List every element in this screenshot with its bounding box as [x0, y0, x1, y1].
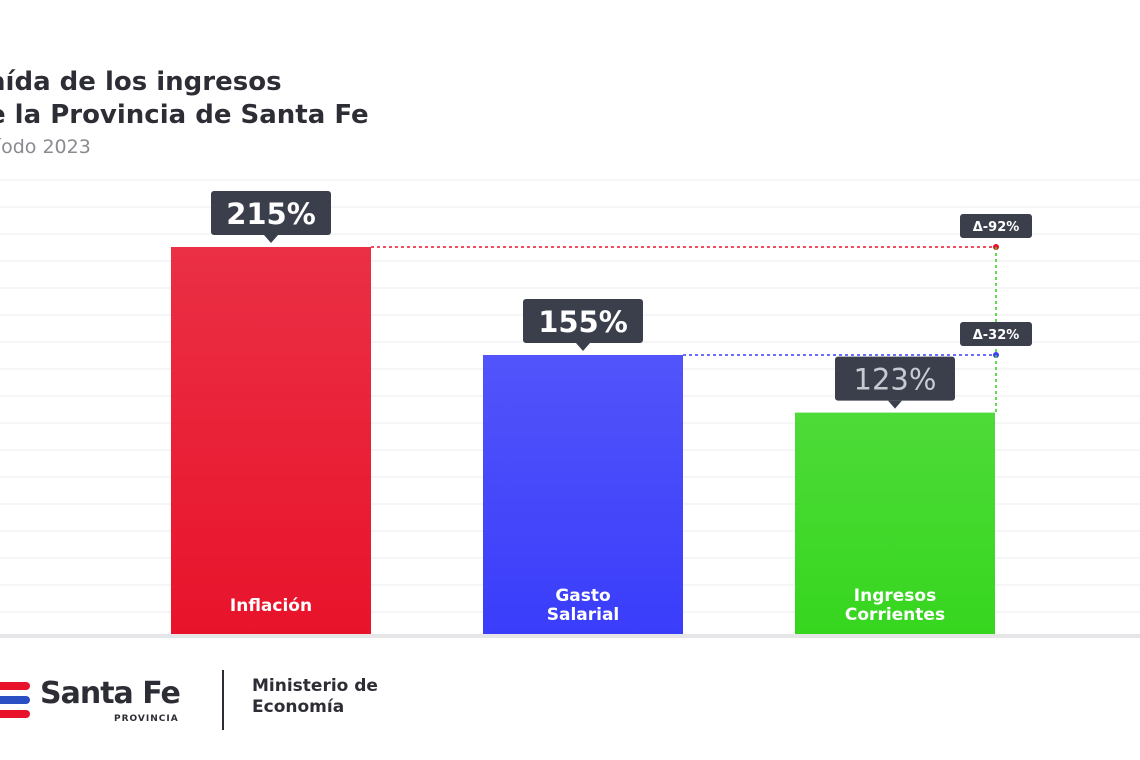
ministry-line-1: Ministerio de	[252, 676, 378, 696]
chart-header: aída de los ingresos e la Provincia de S…	[0, 66, 369, 158]
annotation-label-box	[960, 322, 1032, 346]
annotation-label-box	[960, 214, 1032, 238]
footer-divider	[222, 670, 224, 730]
logo-name: Santa Fe	[40, 676, 181, 711]
value-label-box	[211, 191, 331, 235]
value-label-pointer	[576, 343, 590, 351]
value-label: 155%	[538, 305, 628, 339]
bar	[795, 412, 995, 634]
ministry-line-2: Economía	[252, 697, 345, 717]
bar	[483, 355, 683, 634]
logo-subtitle: PROVINCIA	[114, 714, 179, 724]
category-label: Ingresos	[854, 586, 936, 606]
ministry-name: Ministerio de Economía	[252, 676, 378, 718]
category-label: Salarial	[547, 605, 620, 625]
annotation-label: Δ-32%	[973, 328, 1020, 343]
value-label-pointer	[888, 400, 902, 409]
santa-fe-flag-icon	[0, 682, 30, 718]
category-label: Corrientes	[845, 605, 945, 625]
value-label-box	[523, 299, 643, 343]
bar	[171, 247, 371, 634]
annotation-label: Δ-92%	[973, 220, 1020, 235]
value-label-box	[835, 356, 955, 401]
bar-chart: Δ-92% Δ-32% 215% Inflación 155% GastoSalarial…	[0, 179, 1140, 634]
chart-subtitle: ríodo 2023	[0, 136, 91, 158]
category-label: Inflación	[230, 596, 312, 616]
category-label: Gasto	[555, 586, 610, 606]
value-label: 215%	[226, 197, 316, 231]
chart-title-line-1: aída de los ingresos	[0, 67, 282, 97]
value-label: 123%	[854, 363, 937, 397]
chart-title-line-2: e la Provincia de Santa Fe	[0, 100, 369, 130]
chart-baseline-bar	[0, 634, 1140, 638]
value-label-pointer	[264, 235, 278, 243]
